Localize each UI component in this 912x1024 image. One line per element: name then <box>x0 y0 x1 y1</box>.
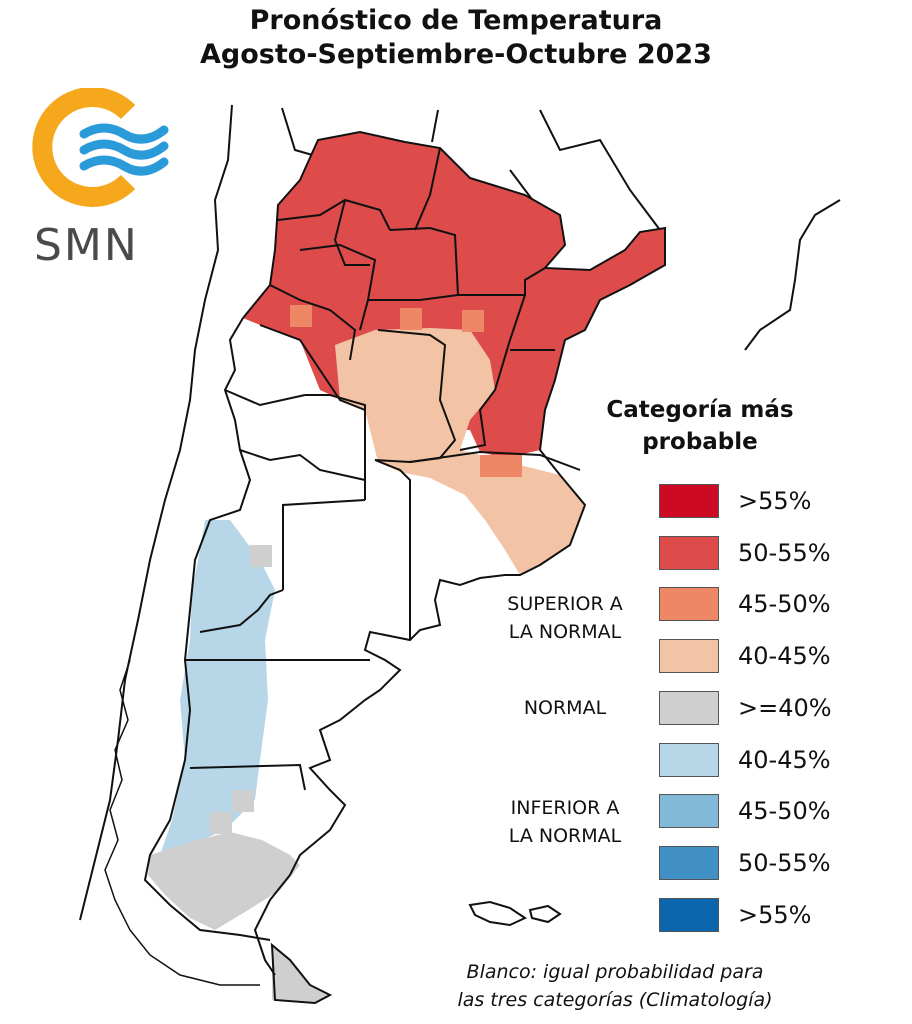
footnote-line1: Blanco: igual probabilidad para <box>466 961 764 983</box>
legend-title-line2: probable <box>642 429 758 455</box>
pixels-normal <box>210 545 272 834</box>
legend-swatch <box>659 639 719 673</box>
legend-label: >55% <box>738 901 812 929</box>
legend-group-superior-line2: LA NORMAL <box>508 621 622 643</box>
legend-swatch <box>659 536 719 570</box>
pixels-45-50 <box>290 305 522 477</box>
legend-group-superior-line1: SUPERIOR A <box>507 593 623 615</box>
legend-label: 40-45% <box>738 746 831 774</box>
region-south-normal <box>148 832 300 930</box>
legend-label: 45-50% <box>738 590 831 618</box>
legend-label: 45-50% <box>738 797 831 825</box>
legend-swatch <box>659 587 719 621</box>
legend-swatch <box>659 484 719 518</box>
sun-ring <box>32 88 136 207</box>
region-west-40-45 <box>160 520 275 855</box>
malvinas-islands <box>468 900 562 927</box>
chile-fjord-coast <box>104 659 260 986</box>
legend-swatch <box>659 898 719 932</box>
legend-group-superior: SUPERIOR A LA NORMAL <box>490 590 640 646</box>
footnote: Blanco: igual probabilidad para las tres… <box>420 958 810 1014</box>
smn-logo-text: SMN <box>34 220 139 268</box>
legend-group-normal: NORMAL <box>523 697 607 719</box>
legend-swatch <box>659 794 719 828</box>
legend-group-inferior-line1: INFERIOR A <box>510 797 620 819</box>
legend-group-inferior-line2: LA NORMAL <box>508 825 622 847</box>
legend-swatch <box>659 743 719 777</box>
legend-label: 50-55% <box>738 539 831 567</box>
legend-title-line1: Categoría más <box>606 397 794 423</box>
legend-label: 50-55% <box>738 849 831 877</box>
legend-group-inferior: INFERIOR A LA NORMAL <box>490 794 640 850</box>
waves-icon <box>79 123 169 176</box>
region-central-40-45 <box>335 328 585 575</box>
legend-label: >=40% <box>738 694 832 722</box>
map-title-line2: Agosto-Septiembre-Octubre 2023 <box>200 39 712 70</box>
map-title-line1: Pronóstico de Temperatura <box>249 5 663 36</box>
footnote-line2: las tres categorías (Climatología) <box>457 989 773 1011</box>
legend-swatch <box>659 846 719 880</box>
legend-label: 40-45% <box>738 642 831 670</box>
legend-swatch <box>659 691 719 725</box>
legend-label: >55% <box>738 487 812 515</box>
legend-title: Categoría más probable <box>600 394 800 458</box>
smn-logo: SMN <box>32 88 169 268</box>
province-borders <box>143 130 666 1005</box>
